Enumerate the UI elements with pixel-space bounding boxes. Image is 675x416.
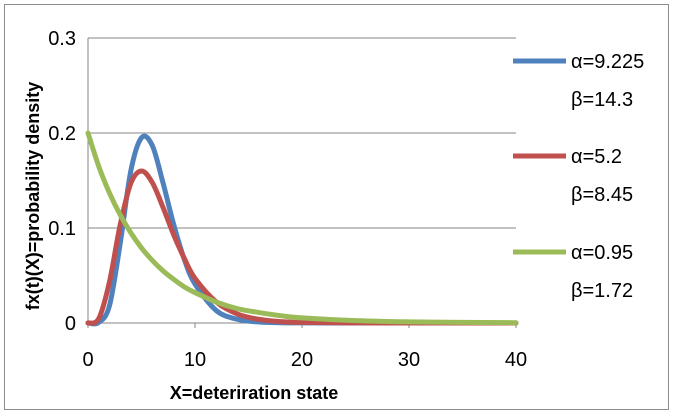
y-tick-label: 0 [65,313,76,335]
x-tick-label: 0 [82,349,93,371]
x-tick-label: 30 [398,349,420,371]
legend-label-3-line1: α=0.95 [571,242,633,264]
x-tick-label: 10 [184,349,206,371]
series-line-1 [85,133,519,327]
series-line-2 [85,168,519,326]
legend: α=9.225 β=14.3 α=5.2 β=8.45 α=0.95 β=1.72 [513,51,644,302]
legend-label-2-line1: α=5.2 [571,146,622,168]
grid-layer [88,37,516,229]
legend-label-3-line2: β=1.72 [571,280,633,302]
x-tick-label: 20 [291,349,313,371]
x-axis-title: X=deteriration state [170,383,339,403]
y-tick-label: 0.1 [48,218,76,240]
legend-label-1-line1: α=9.225 [571,51,644,73]
series-layer [85,130,519,327]
legend-label-1-line2: β=14.3 [571,89,633,111]
x-tick-label: 40 [505,349,527,371]
y-tick-label: 0.2 [48,123,76,145]
series-line-3 [85,130,519,326]
y-axis-title: fx(t)(X)=probability density [23,82,43,311]
y-tick-label: 0.3 [48,28,76,50]
tick-layer: 0 0.1 0.2 0.3 0 10 20 30 40 [48,28,527,371]
legend-label-2-line2: β=8.45 [571,184,633,206]
